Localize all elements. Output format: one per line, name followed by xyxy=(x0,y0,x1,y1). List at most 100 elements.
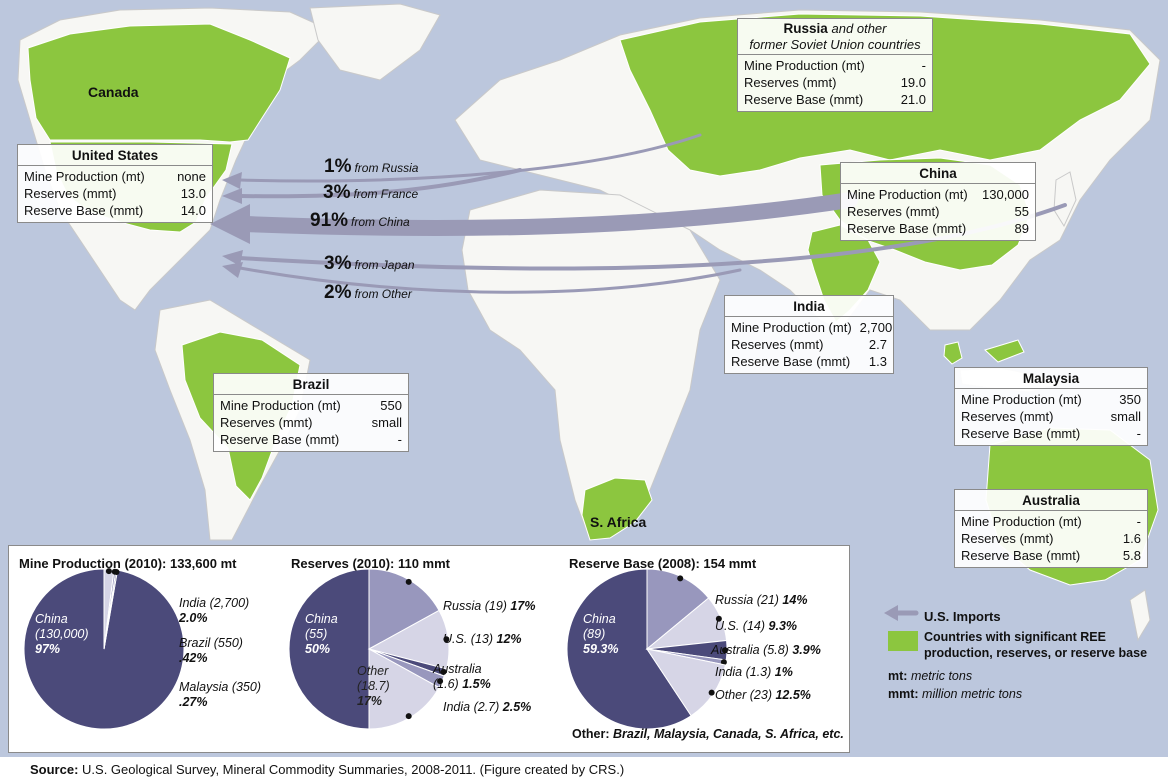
import-label-china: 91% from China xyxy=(310,210,410,232)
row-value: small xyxy=(1110,409,1141,424)
pie-label-base-us: U.S. (14) 9.3% xyxy=(715,619,797,634)
infobox-india: India Mine Production (mt) 2,700 Reserves… xyxy=(724,295,894,374)
infobox-row: Reserves (mmt) 1.6 xyxy=(961,530,1141,547)
slice-amount: (89) xyxy=(583,627,606,641)
import-source-china: from China xyxy=(351,215,410,229)
row-label: Reserves (mmt) xyxy=(24,186,117,201)
import-label-japan: 3% from Japan xyxy=(324,253,415,275)
row-label: Reserve Base (mmt) xyxy=(731,354,851,369)
slice-pct: 2.0% xyxy=(179,611,208,625)
infobox-row: Mine Production (mt) 130,000 xyxy=(847,186,1029,203)
infobox-title: Russia and other former Soviet Union cou… xyxy=(738,21,932,55)
canada-region xyxy=(27,23,291,143)
slice-name: China xyxy=(305,612,338,626)
row-label: Reserves (mmt) xyxy=(961,409,1054,424)
slice-amount: (550) xyxy=(213,636,243,650)
pie-leader-dot xyxy=(715,615,722,622)
infobox-row: Mine Production (mt) - xyxy=(744,57,926,74)
infobox-row: Reserve Base (mmt) 89 xyxy=(847,220,1029,237)
pie-label-reserves-us: U.S. (13) 12% xyxy=(443,632,522,647)
import-label-other: 2% from Other xyxy=(324,282,412,304)
infobox-row: Mine Production (mt) - xyxy=(961,513,1141,530)
pie-label-production-india: India (2,700) 2.0% xyxy=(179,596,249,626)
arrowhead-japan xyxy=(222,250,243,266)
pie-charts-panel: Mine Production (2010): 133,600 mt Reser… xyxy=(8,545,850,753)
infobox-title: Malaysia xyxy=(955,370,1147,389)
slice-amount: (23) xyxy=(749,688,772,702)
import-source-france: from France xyxy=(353,187,419,201)
pie-label-production-china: China (130,000) 97% xyxy=(35,612,89,657)
slice-name: Other xyxy=(357,664,389,678)
row-value: 550 xyxy=(380,398,402,413)
row-value: 19.0 xyxy=(900,75,926,90)
import-pct-other: 2% xyxy=(324,282,352,303)
infobox-brazil: Brazil Mine Production (mt) 550 Reserves … xyxy=(213,373,409,452)
slice-name: U.S. xyxy=(715,619,740,633)
other-note: Other: Brazil, Malaysia, Canada, S. Afri… xyxy=(572,727,844,741)
import-arrow-icon xyxy=(884,605,919,621)
legend-countries-label: Countries with significant REE productio… xyxy=(924,629,1147,661)
row-value: 2,700 xyxy=(859,320,893,335)
infobox-row: Reserves (mmt) small xyxy=(961,408,1141,425)
infobox-row: Reserves (mmt) small xyxy=(220,414,402,431)
slice-pct: .27% xyxy=(179,695,208,709)
pie-leader-dot xyxy=(105,568,112,575)
greenland-land xyxy=(309,3,441,81)
slice-name: Russia xyxy=(443,599,482,613)
infobox-title: United States xyxy=(18,147,212,166)
legend-mmt-key: mmt: xyxy=(888,687,919,701)
slice-amount: (5.8) xyxy=(763,643,789,657)
legend-mmt: mmt: million metric tons xyxy=(888,687,1022,701)
infobox-malaysia: Malaysia Mine Production (mt) 350 Reserve… xyxy=(954,367,1148,446)
row-label: Reserves (mmt) xyxy=(731,337,824,352)
legend-countries-line1: Countries with significant REE xyxy=(924,630,1106,644)
malaysia-region xyxy=(943,339,1025,365)
infobox-australia: Australia Mine Production (mt) - Reserves… xyxy=(954,489,1148,568)
pie-title-reserve-base: Reserve Base (2008): 154 mmt xyxy=(569,556,757,571)
row-value: 89 xyxy=(1014,221,1029,236)
slice-pct: 17% xyxy=(510,599,536,613)
slice-pct: 17% xyxy=(357,694,383,708)
import-source-japan: from Japan xyxy=(354,258,415,272)
row-value: 13.0 xyxy=(180,186,206,201)
slice-name: Brazil xyxy=(179,636,211,650)
world-map: Canada S. Africa 1% from Russia 3% from Fr… xyxy=(0,0,1168,757)
row-label: Reserve Base (mmt) xyxy=(961,548,1081,563)
row-label: Mine Production (mt) xyxy=(24,169,145,184)
legend-mt: mt: metric tons xyxy=(888,669,972,683)
infobox-row: Mine Production (mt) 550 xyxy=(220,397,402,414)
other-note-prefix: Other: xyxy=(572,727,610,741)
pie-title-reserves: Reserves (2010): 110 mmt xyxy=(291,556,450,571)
slice-amount: (14) xyxy=(742,619,766,633)
row-label: Reserve Base (mmt) xyxy=(961,426,1081,441)
import-arrow-france xyxy=(238,168,522,199)
slice-amount: (1.3) xyxy=(745,665,772,679)
pie-label-reserves-russia: Russia (19) 17% xyxy=(443,599,535,614)
slice-pct: 14% xyxy=(782,593,808,607)
arrowhead-other xyxy=(222,262,243,278)
pie-leader-dot xyxy=(405,578,412,585)
import-arrow-russia xyxy=(238,133,702,183)
slice-amount: (55) xyxy=(305,627,328,641)
row-label: Reserve Base (mmt) xyxy=(220,432,340,447)
pie-label-base-other: Other (23) 12.5% xyxy=(715,688,811,703)
row-value: 350 xyxy=(1119,392,1141,407)
row-label: Mine Production (mt) xyxy=(961,514,1082,529)
infobox-row: Mine Production (mt) 350 xyxy=(961,391,1141,408)
pie-leader-dot xyxy=(720,659,727,666)
infobox-row: Reserve Base (mmt) 1.3 xyxy=(731,353,887,370)
row-value: 2.7 xyxy=(868,337,887,352)
slice-pct: 97% xyxy=(35,642,61,656)
row-label: Mine Production (mt) xyxy=(961,392,1082,407)
slice-amount: (21) xyxy=(756,593,779,607)
pie-slice-china xyxy=(288,568,370,730)
infobox-title: Brazil xyxy=(214,376,408,395)
pie-leader-dot xyxy=(708,689,715,696)
import-arrow-china xyxy=(237,192,858,237)
pie-label-reserves-india: India (2.7) 2.5% xyxy=(443,700,531,715)
infobox-title-suffix: and other xyxy=(831,21,887,36)
pie-leader-dot xyxy=(113,569,120,576)
source-label: Source: xyxy=(30,762,79,777)
pie-label-reserves-other: Other (18.7) 17% xyxy=(357,664,390,709)
row-label: Reserves (mmt) xyxy=(847,204,940,219)
